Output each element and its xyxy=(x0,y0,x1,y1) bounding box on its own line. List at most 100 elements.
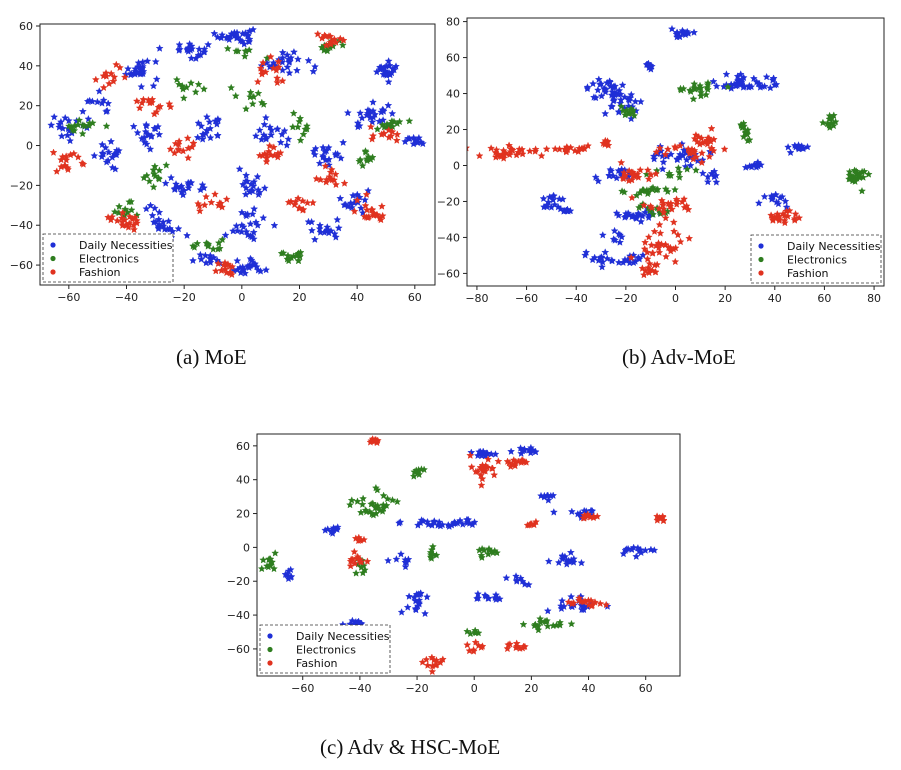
x-tick-label: 60 xyxy=(408,291,422,304)
scatter-point xyxy=(328,175,337,184)
scatter-point xyxy=(466,451,475,459)
scatter-point xyxy=(754,79,763,88)
scatter-point xyxy=(588,506,597,515)
scatter-point xyxy=(536,614,545,623)
scatter-point xyxy=(627,175,636,184)
scatter-point xyxy=(206,253,215,262)
scatter-point xyxy=(377,108,386,116)
scatter-point xyxy=(625,166,634,175)
scatter-point xyxy=(281,570,290,578)
scatter-point xyxy=(508,460,517,468)
scatter-point xyxy=(544,557,553,565)
scatter-point xyxy=(146,145,155,153)
scatter-point xyxy=(206,258,215,266)
scatter-point xyxy=(196,250,205,259)
scatter-point xyxy=(373,211,382,219)
scatter-point xyxy=(652,169,660,178)
x-tick-label: 0 xyxy=(238,291,245,304)
scatter-point xyxy=(166,224,174,232)
scatter-point xyxy=(391,62,400,70)
scatter-point xyxy=(786,148,795,157)
scatter-point xyxy=(213,120,221,128)
scatter-point xyxy=(257,135,266,143)
scatter-point xyxy=(353,554,362,562)
scatter-point xyxy=(524,580,533,589)
scatter-point xyxy=(605,171,614,180)
scatter-point xyxy=(357,535,365,544)
scatter-point xyxy=(722,70,731,78)
x-tick-label: 20 xyxy=(292,291,306,304)
scatter-point xyxy=(606,78,615,86)
scatter-point xyxy=(112,150,121,159)
x-tick-label: 20 xyxy=(524,682,538,695)
scatter-point xyxy=(640,244,649,253)
scatter-point xyxy=(338,41,347,49)
scatter-point xyxy=(571,146,579,155)
scatter-point xyxy=(85,96,94,105)
scatter-point xyxy=(226,32,235,40)
scatter-point xyxy=(61,113,70,122)
x-tick-label: −20 xyxy=(405,682,428,695)
x-tick-label: −40 xyxy=(565,292,588,305)
scatter-point xyxy=(50,112,59,121)
scatter-point xyxy=(767,195,776,203)
scatter-point xyxy=(222,195,231,203)
scatter-point xyxy=(423,592,431,601)
scatter-point xyxy=(241,52,249,60)
scatter-point xyxy=(293,66,301,74)
scatter-point xyxy=(188,256,197,265)
scatter-point xyxy=(597,91,606,100)
scatter-point xyxy=(678,197,687,206)
scatter-point xyxy=(683,165,692,173)
scatter-point xyxy=(624,209,633,217)
scatter-point xyxy=(284,574,293,583)
scatter-point xyxy=(543,616,551,625)
scatter-point xyxy=(140,133,149,142)
scatter-point xyxy=(703,177,712,186)
scatter-point xyxy=(326,168,335,176)
scatter-point xyxy=(760,192,769,201)
scatter-point xyxy=(781,197,790,205)
scatter-point xyxy=(78,129,87,138)
scatter-point xyxy=(365,507,374,516)
scatter-point xyxy=(395,519,404,527)
legend-label: Fashion xyxy=(787,267,829,280)
scatter-point xyxy=(733,72,742,80)
scatter-point xyxy=(628,212,636,221)
scatter-point xyxy=(393,497,402,506)
scatter-point xyxy=(142,121,151,130)
scatter-point xyxy=(858,186,866,195)
scatter-point xyxy=(295,204,304,212)
scatter-point xyxy=(260,120,269,129)
scatter-point xyxy=(112,60,121,69)
scatter-point xyxy=(184,183,193,192)
scatter-point xyxy=(245,27,254,35)
scatter-point xyxy=(636,97,645,106)
scatter-point xyxy=(248,210,257,218)
scatter-point xyxy=(405,116,414,125)
scatter-point xyxy=(409,139,418,148)
scatter-point xyxy=(309,198,317,207)
scatter-point xyxy=(625,94,634,102)
scatter-point xyxy=(471,638,480,646)
scatter-point xyxy=(471,628,479,636)
legend-marker xyxy=(758,243,764,249)
scatter-point xyxy=(252,131,260,140)
scatter-point xyxy=(351,534,360,542)
scatter-point xyxy=(743,126,752,134)
scatter-point xyxy=(373,125,382,133)
scatter-point xyxy=(358,161,367,170)
scatter-point xyxy=(206,133,215,142)
scatter-point xyxy=(428,667,437,676)
caption-adv-moe: (b) Adv-MoE xyxy=(622,345,736,369)
scatter-point xyxy=(264,555,273,564)
scatter-point xyxy=(512,643,521,652)
scatter-point xyxy=(689,154,698,163)
scatter-point xyxy=(506,640,514,648)
scatter-point xyxy=(239,180,247,188)
scatter-point xyxy=(247,186,256,194)
scatter-point xyxy=(296,136,305,144)
scatter-point xyxy=(152,107,161,116)
